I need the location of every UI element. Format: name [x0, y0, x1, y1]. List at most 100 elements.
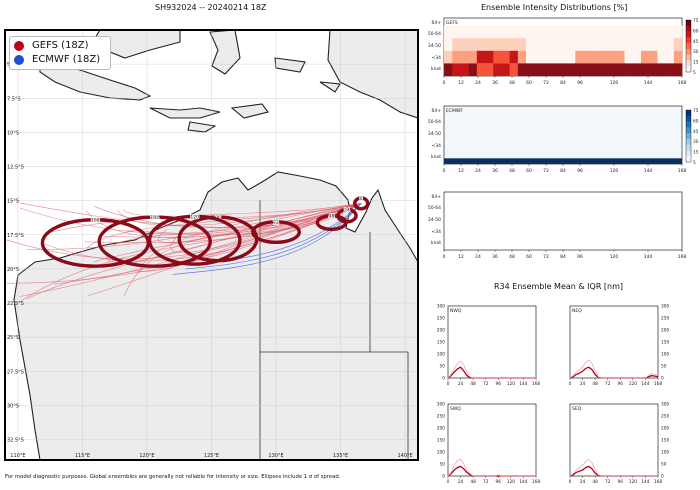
ellipse-label-48: 48	[329, 214, 335, 220]
r34-y-label: 50	[661, 462, 667, 468]
lat-tick-label: 10°S	[7, 130, 19, 136]
gefs-heat-cell	[452, 50, 461, 64]
gefs-heat-cell	[624, 50, 634, 64]
r34-y-label: 150	[661, 438, 669, 444]
intensity-y-label: 34-50	[428, 217, 441, 223]
r34-x-label: 120	[507, 479, 515, 485]
state-borders	[259, 200, 409, 460]
r34-y-label: 50	[661, 364, 667, 370]
gefs-member-track	[86, 203, 362, 249]
gefs-heat-cell	[575, 25, 584, 39]
colorbar-frame	[685, 19, 692, 73]
gefs-heat-cell	[558, 38, 568, 51]
colorbar-swatch	[686, 115, 691, 122]
gefs-heat-cell	[460, 25, 469, 39]
gefs-heat-cell	[509, 25, 519, 39]
r34-y-label: 300	[661, 304, 669, 310]
r34-y-label: 200	[661, 328, 669, 334]
gefs-heat-cell	[673, 63, 683, 76]
colorbar-swatch	[686, 110, 691, 116]
gefs-heat-cell	[624, 63, 634, 76]
colorbar-swatch	[686, 37, 691, 44]
intensity-x-label: 120	[610, 254, 619, 260]
intensity-panel-label: ECMWF	[446, 108, 463, 114]
r34-x-label: 72	[483, 381, 489, 387]
intensity-x-label: 72	[543, 80, 549, 86]
r34-x-label: 120	[629, 479, 637, 485]
gefs-heat-cell	[468, 63, 478, 76]
gefs-heat-cell	[468, 50, 478, 64]
gefs-heat-cell	[534, 63, 543, 76]
intensity-x-label: 24	[475, 168, 481, 174]
gefs-heat-cell	[608, 38, 617, 51]
gefs-heat-cell	[444, 38, 453, 51]
gefs-heat-cell	[591, 38, 601, 51]
gefs-heat-cell	[485, 25, 494, 39]
gefs-heat-cell	[534, 50, 543, 64]
lat-tick-label: 27.5°S	[7, 369, 24, 375]
gefs-heat-cell	[632, 25, 642, 39]
intensity-x-label: 12	[458, 254, 464, 260]
ellipse-tau-168	[40, 218, 150, 268]
colorbar-tick-label: 45	[693, 129, 699, 135]
gefs-heat-cell	[624, 25, 634, 39]
ellipse-label-72: 72	[273, 220, 279, 226]
r34-x-label: 48	[592, 479, 598, 485]
lat-tick-label: 17.5°S	[7, 233, 24, 239]
gefs-heat-cell	[542, 38, 551, 51]
colorbar-swatch	[686, 144, 691, 151]
r34-x-label: 0	[447, 381, 450, 387]
colorbar-swatch	[686, 138, 691, 145]
r34-y-label: 0	[442, 376, 445, 382]
r34-x-label: 48	[470, 381, 476, 387]
intensity-panel-2: ECMWF 64+ 50-64 34-50 <34 knot 0 12 24 36 48 60 72 84…	[428, 105, 686, 174]
ellipse-tau-72	[251, 220, 301, 244]
lat-tick-label: 25°S	[7, 335, 19, 341]
r34-panel-neq: NEQ 300 250 200 150 100 50 0 0 24 48 72 96 120 144 168	[569, 304, 670, 388]
intensity-x-label: 48	[509, 254, 515, 260]
r34-panel-seq: SEQ 300 250 200 150 100 50 0 0 24 48 72 96 120 144 168	[569, 402, 670, 486]
r34-series-iqr_high	[447, 458, 536, 477]
lon-tick-label: 125°E	[204, 453, 219, 459]
r34-y-label: 50	[440, 462, 446, 468]
r34-x-label: 144	[641, 381, 649, 387]
intensity-panels: GEFS 64+ 50-64 34-50 <34 knot 0 12 24 36 48 60 72 84 9…	[428, 17, 699, 260]
intensity-y-label: knot	[431, 154, 441, 160]
gefs-member-track	[126, 203, 362, 236]
r34-x-label: 120	[507, 381, 515, 387]
map-title: SH932024 -- 20240214 18Z	[155, 3, 267, 12]
gefs-heat-cell	[509, 63, 519, 76]
gefs-member-track	[84, 203, 362, 243]
colorbar-tick-label: 75	[693, 18, 699, 24]
intensity-y-label: 50-64	[428, 31, 441, 37]
colorbar-swatch	[686, 43, 691, 50]
intensity-x-label: 24	[475, 254, 481, 260]
colorbar-swatch	[686, 66, 691, 73]
gefs-heat-cell	[526, 38, 535, 51]
colorbar-tick-label: 30	[693, 139, 699, 145]
r34-series-iqr_high	[447, 360, 536, 379]
colorbar-tick-label: 60	[693, 28, 699, 34]
r34-x-label: 48	[592, 381, 598, 387]
gefs-heat-cell	[550, 50, 560, 64]
ellipse-label-0: 0	[360, 196, 363, 202]
r34-y-label: 300	[437, 304, 445, 310]
r34-y-label: 50	[440, 364, 446, 370]
r34-y-label: 100	[661, 352, 669, 358]
intensity-y-label: 64+	[432, 20, 442, 26]
gefs-member-track	[105, 203, 362, 263]
lat-tick-label: 32.5°S	[7, 438, 24, 444]
gefs-heat-cell	[493, 63, 502, 76]
intensity-x-label: 96	[577, 254, 583, 260]
colorbar-swatch	[686, 48, 691, 55]
gefs-member-track	[134, 203, 362, 272]
r34-y-label: 100	[437, 450, 445, 456]
gefs-heat-cell	[501, 63, 510, 76]
r34-y-label: 250	[661, 316, 669, 322]
gefs-heat-cell	[526, 63, 535, 76]
gefs-heat-cell	[640, 63, 650, 76]
intensity-panel-3: 64+ 50-64 34-50 <34 knot 0 12 24 36 48 60 72 84 96 120…	[428, 191, 686, 260]
r34-quadrant-label: SEQ	[572, 406, 582, 412]
